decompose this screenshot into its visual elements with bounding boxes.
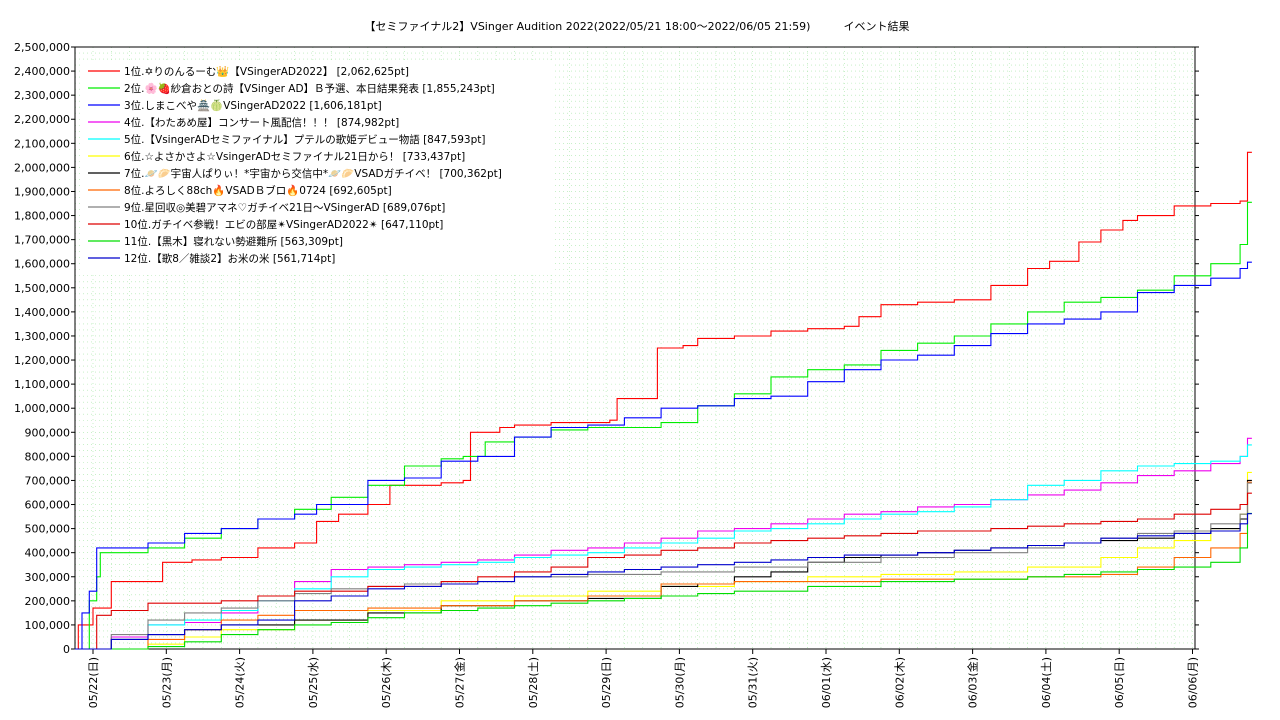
legend-entry: 3位.しまこべや🏯🍈VSingerAD2022 [1,606,181pt]	[124, 99, 382, 112]
legend-entry: 4位.【わたあめ屋】コンサート風配信！！！ [874,982pt]	[124, 116, 399, 129]
y-tick-label: 1,500,000	[14, 282, 70, 295]
series-line-10	[74, 492, 1252, 650]
y-tick-label: 200,000	[25, 595, 71, 608]
chart-title: 【セミファイナル2】VSinger Audition 2022(2022/05/…	[365, 19, 910, 33]
series-line-1	[74, 151, 1252, 650]
x-tick-label: 05/26(木)	[380, 657, 393, 708]
y-tick-label: 1,300,000	[14, 330, 70, 343]
y-tick-label: 2,000,000	[14, 161, 70, 174]
x-tick-label: 05/24(火)	[234, 657, 247, 708]
y-tick-label: 1,700,000	[14, 234, 70, 247]
y-tick-label: 1,900,000	[14, 185, 70, 198]
y-tick-label: 0	[63, 643, 70, 656]
x-tick-label: 05/22(日)	[87, 657, 100, 708]
y-tick-label: 1,200,000	[14, 354, 70, 367]
legend-entry: 10位.ガチイベ参戦！エビの部屋✴VSingerAD2022✴ [647,110…	[124, 218, 443, 231]
legend-entry: 6位.☆よさかさよ☆VsingerADセミファイナル21日から！ [733,43…	[124, 150, 465, 163]
series-line-4	[74, 437, 1252, 650]
y-tick-label: 1,400,000	[14, 306, 70, 319]
x-tick-label: 06/02(木)	[893, 657, 906, 708]
x-tick-label: 05/27(金)	[453, 657, 467, 708]
series-line-6	[74, 471, 1252, 650]
series-line-8	[74, 481, 1252, 650]
series-line-3	[74, 261, 1252, 650]
x-tick-label: 05/25(水)	[307, 657, 320, 708]
legend-entry: 5位.【VsingerADセミファイナル】プテルの歌姫デビュー物語 [847,5…	[124, 133, 485, 146]
y-tick-label: 2,500,000	[14, 41, 70, 54]
y-tick-label: 600,000	[25, 499, 71, 512]
y-tick-label: 900,000	[25, 426, 71, 439]
plot-frame	[74, 46, 1196, 650]
x-tick-label: 05/30(月)	[673, 657, 686, 708]
y-tick-label: 2,100,000	[14, 137, 70, 150]
legend-background	[82, 60, 552, 272]
x-tick-label: 06/06(月)	[1187, 657, 1200, 708]
x-tick-label: 05/31(火)	[747, 657, 760, 708]
x-tick-label: 05/29(日)	[600, 657, 613, 708]
y-axis: 0 100,000 200,000 300,000 400,000 500,000 600,…	[14, 41, 1199, 656]
y-tick-label: 400,000	[25, 547, 71, 560]
legend: 1位.✡りのんるーむ👑【VSingerAD2022】 [2,062,625pt]…	[82, 60, 552, 272]
y-tick-label: 700,000	[25, 474, 71, 487]
y-tick-label: 1,600,000	[14, 258, 70, 271]
y-tick-label: 1,000,000	[14, 402, 70, 415]
y-tick-label: 2,400,000	[14, 65, 70, 78]
legend-entry: 12位.【歌8／雑談2】お米の米 [561,714pt]	[124, 252, 335, 265]
legend-entry: 2位.🌸🍓紗倉おとの詩【VSinger AD】Ｂ予選、本日結果発表 [1,855…	[124, 82, 495, 95]
series-line-11	[74, 512, 1252, 650]
y-tick-label: 1,100,000	[14, 378, 70, 391]
x-tick-label: 06/03(金)	[966, 657, 980, 708]
y-tick-label: 800,000	[25, 450, 71, 463]
series-line-12	[74, 513, 1252, 650]
y-tick-label: 300,000	[25, 571, 71, 584]
legend-entry: 7位.🪐🥟宇宙人ぱりぃ！*宇宙から交信中*🪐🥟VSADガチイベ！ [700,36…	[124, 167, 502, 180]
x-tick-label: 06/04(土)	[1040, 657, 1053, 708]
y-tick-label: 100,000	[25, 619, 71, 632]
y-tick-label: 1,800,000	[14, 210, 70, 223]
y-tick-label: 500,000	[25, 523, 71, 536]
x-tick-label: 05/28(土)	[527, 657, 540, 708]
y-tick-label: 2,300,000	[14, 89, 70, 102]
legend-entry: 8位.よろしく88ch🔥VSADＢブロ🔥0724 [692,605pt]	[124, 184, 392, 197]
grid-lines	[75, 46, 1195, 650]
legend-entry: 11位.【黒木】寝れない勢避難所 [563,309pt]	[124, 235, 343, 248]
legend-entry: 1位.✡りのんるーむ👑【VSingerAD2022】 [2,062,625pt]	[124, 65, 409, 78]
x-axis: 05/22(日) 05/23(月) 05/24(火) 05/25(水) 05/26(木)…	[87, 649, 1200, 708]
x-tick-label: 05/23(月)	[160, 657, 173, 708]
y-tick-label: 2,200,000	[14, 113, 70, 126]
series-line-9	[74, 482, 1252, 650]
legend-entry: 9位.星回収◎美碧アマネ♡ガチイベ21日〜VSingerAD [689,076p…	[124, 201, 445, 214]
x-tick-label: 06/01(水)	[820, 657, 833, 708]
series-lines	[74, 151, 1252, 650]
x-tick-label: 06/05(日)	[1113, 657, 1126, 708]
